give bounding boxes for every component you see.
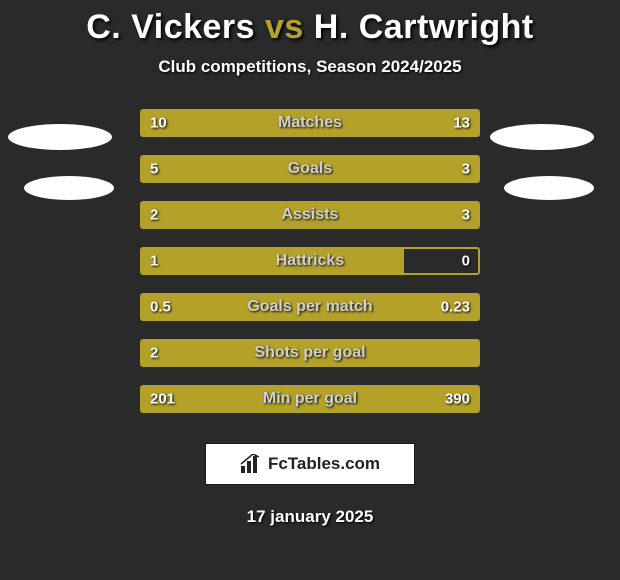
stat-value-left: 5 <box>150 161 158 178</box>
bar-chart-icon <box>240 454 262 474</box>
decor-ellipse <box>504 176 594 200</box>
stats-container: 10Matches13 5Goals3 2Assists3 1Hattricks0 0.… <box>140 109 480 413</box>
stat-fill-left <box>142 295 370 319</box>
decor-ellipse <box>24 176 114 200</box>
stat-value-left: 10 <box>150 115 167 132</box>
branding-text: FcTables.com <box>268 454 380 474</box>
stat-row: 5Goals3 <box>140 155 480 183</box>
stat-value-right: 0.23 <box>441 299 470 316</box>
stat-value-right: 390 <box>445 391 470 408</box>
branding-badge: FcTables.com <box>205 443 415 485</box>
stat-row: 201Min per goal390 <box>140 385 480 413</box>
stat-value-left: 0.5 <box>150 299 171 316</box>
stat-row: 2Assists3 <box>140 201 480 229</box>
page-title: C. Vickers vs H. Cartwright <box>0 0 620 47</box>
stat-value-right: 0 <box>462 253 470 270</box>
stat-value-right: 3 <box>462 161 470 178</box>
stat-fill-left <box>142 203 276 227</box>
stat-fill-left <box>142 341 478 365</box>
player-right-name: H. Cartwright <box>314 8 534 46</box>
subtitle: Club competitions, Season 2024/2025 <box>0 57 620 77</box>
stat-value-right: 13 <box>453 115 470 132</box>
stat-value-left: 1 <box>150 253 158 270</box>
footer-date: 17 january 2025 <box>0 507 620 527</box>
stat-fill-left <box>142 157 350 181</box>
stat-fill-right <box>286 111 478 135</box>
player-left-name: C. Vickers <box>86 8 255 46</box>
stat-fill-left <box>142 387 364 411</box>
stat-value-right: 3 <box>462 207 470 224</box>
stat-fill-left <box>142 249 404 273</box>
stat-row: 2Shots per goal <box>140 339 480 367</box>
stat-value-left: 2 <box>150 345 158 362</box>
stat-value-left: 2 <box>150 207 158 224</box>
decor-ellipse <box>490 124 594 150</box>
stat-row: 0.5Goals per match0.23 <box>140 293 480 321</box>
stat-row: 1Hattricks0 <box>140 247 480 275</box>
stat-fill-right <box>350 157 478 181</box>
stat-row: 10Matches13 <box>140 109 480 137</box>
vs-separator: vs <box>265 8 304 46</box>
stat-fill-right <box>276 203 478 227</box>
stat-value-left: 201 <box>150 391 175 408</box>
decor-ellipse <box>8 124 112 150</box>
